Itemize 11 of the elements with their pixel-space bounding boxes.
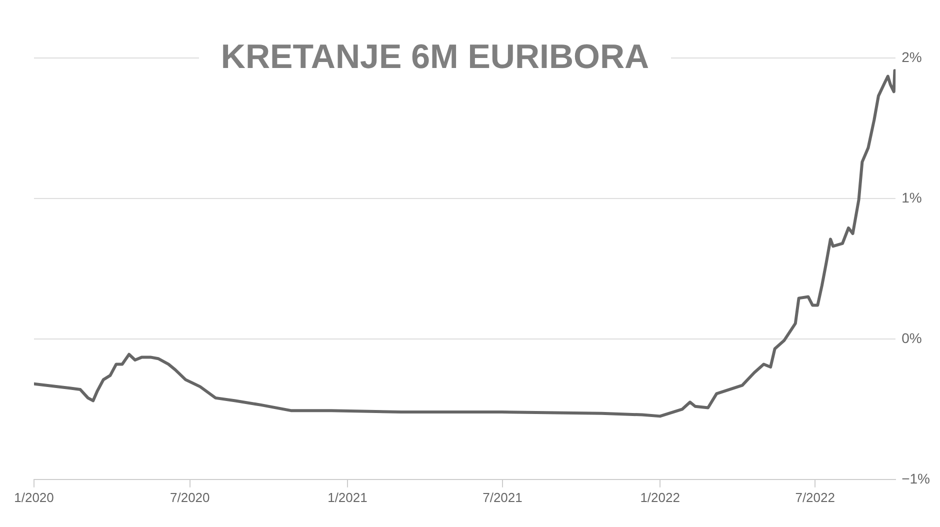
y-tick-label: 1% xyxy=(902,189,922,206)
chart-title: KRETANJE 6M EURIBORA xyxy=(198,38,672,76)
x-tick-label: 7/2021 xyxy=(482,490,522,505)
x-tick-label: 1/2021 xyxy=(328,490,368,505)
y-tick-label: 0% xyxy=(902,330,922,346)
x-tick-label: 1/2020 xyxy=(14,490,54,505)
y-tick-label: 2% xyxy=(902,48,922,65)
x-tick-label: 7/2022 xyxy=(795,490,835,505)
x-tick-label: 1/2022 xyxy=(640,490,680,505)
x-tick-label: 7/2020 xyxy=(170,490,210,505)
y-tick-label: −1% xyxy=(902,470,930,486)
